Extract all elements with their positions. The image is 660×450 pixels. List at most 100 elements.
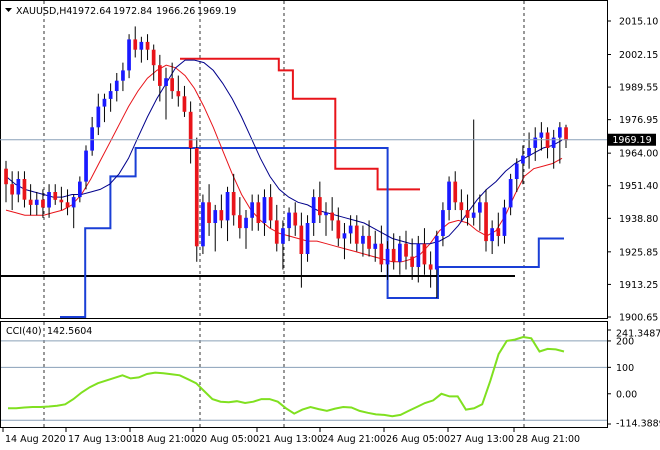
indicator-value: 142.5604 [47, 326, 92, 337]
candle-body [434, 235, 439, 270]
candle-body [102, 98, 107, 107]
candle-body [145, 41, 150, 50]
time-tick-label: 14 Aug 2020 [5, 434, 66, 445]
time-tick-label: 27 Aug 13:00 [450, 434, 514, 445]
price-tick-label: 1989.55 [619, 83, 658, 94]
candle-body [299, 225, 304, 254]
candle-body [225, 192, 230, 221]
candle-body [262, 197, 267, 223]
candle-body [311, 197, 316, 223]
vertical-grid [43, 1, 525, 427]
blue-stop-segment [60, 147, 564, 318]
candle-body [453, 181, 458, 203]
candle-body [558, 127, 562, 138]
symbol-header: XAUUSD,H4 1972.64 1972.84 1966.26 1969.1… [5, 6, 236, 17]
time-tick-label: 24 Aug 21:00 [322, 434, 386, 445]
time-tick-label: 28 Aug 21:00 [516, 434, 580, 445]
candle-body [336, 220, 341, 239]
candle-body [244, 217, 248, 229]
candle-body [194, 148, 199, 247]
price-tick-label: 2015.10 [619, 17, 658, 28]
candle-body [502, 207, 507, 236]
price-tick-label: 1964.00 [619, 149, 658, 160]
candle-body [16, 179, 21, 195]
candle-body [47, 192, 51, 208]
ohlc-low: 1966.26 [156, 6, 195, 17]
candle-body [268, 197, 273, 221]
indicator-name: CCI(40) [6, 326, 42, 337]
candle-body [114, 80, 119, 91]
candle-body [478, 202, 482, 213]
candle-body [10, 184, 14, 195]
candle-body [65, 202, 70, 208]
candle-body [151, 49, 156, 66]
ohlc-high: 1972.84 [113, 6, 152, 17]
candle-body [459, 202, 464, 211]
ohlc-open: 1972.64 [72, 6, 111, 17]
candle-body [545, 132, 550, 148]
candle-body [373, 243, 378, 249]
candle-body [53, 192, 58, 200]
red-stop-line [180, 57, 420, 191]
candle-body [354, 225, 359, 244]
cci-path [8, 335, 565, 418]
time-tick-label: 17 Aug 13:00 [68, 434, 132, 445]
candle-body [108, 91, 113, 99]
cci-line [8, 335, 565, 418]
time-tick-label: 21 Aug 13:00 [259, 434, 323, 445]
cci-tick-label: 100 [616, 363, 634, 374]
indicator-header: CCI(40) 142.5604 [6, 326, 92, 337]
price-axis: 2015.10 2002.15 1989.55 1976.95 1964.00 1951.… [607, 17, 658, 324]
candle-body [348, 225, 353, 234]
cci-tick-label: 200 [616, 336, 634, 347]
candle-body [385, 248, 390, 265]
candle-body [41, 199, 45, 208]
candle-body [287, 212, 291, 229]
chevron-down-icon[interactable] [5, 8, 12, 12]
candle-body [305, 223, 310, 254]
candle-body [121, 70, 125, 81]
candle-body [367, 235, 371, 249]
candle-body [182, 96, 187, 112]
candle-body [428, 264, 433, 270]
candle-body [256, 202, 261, 223]
time-tick-label: 18 Aug 21:00 [132, 434, 196, 445]
price-tick-label: 1976.95 [619, 115, 658, 126]
candle-body [465, 210, 470, 218]
candle-body [71, 197, 76, 208]
current-price-label: 1969.19 [612, 135, 651, 146]
symbol-name: XAUUSD,H4 [16, 6, 72, 17]
cci-tick-label: -114.3889 [616, 419, 660, 430]
candle-body [139, 41, 144, 50]
cci-panel-frame [0, 321, 608, 428]
time-tick-label: 26 Aug 05:00 [386, 434, 450, 445]
candle-body [250, 202, 254, 218]
candle-body [96, 106, 101, 128]
candle-body [441, 210, 445, 236]
candle-body [207, 202, 211, 223]
candle-body [391, 248, 396, 262]
candle-body [361, 235, 365, 244]
candle-body [84, 150, 88, 182]
candle-body [324, 212, 328, 216]
candle-body [496, 228, 501, 236]
candle-body [551, 137, 556, 148]
candle-body [539, 132, 544, 138]
main-panel-frame [0, 0, 608, 319]
current-price-marker: 1969.19 [608, 133, 656, 146]
candle-body [59, 199, 64, 203]
time-tick-label: 20 Aug 05:00 [195, 434, 259, 445]
candle-body [188, 111, 193, 148]
candle-body [22, 179, 27, 200]
candle-body [410, 256, 414, 267]
red-stop-segment [180, 57, 420, 191]
price-tick-label: 1925.85 [619, 247, 658, 258]
price-tick-label: 1938.80 [619, 214, 658, 225]
candle-body [564, 127, 568, 141]
candle-body [318, 197, 322, 216]
candle-body [490, 228, 494, 242]
candle-body [521, 155, 525, 164]
candle-body [514, 163, 519, 179]
